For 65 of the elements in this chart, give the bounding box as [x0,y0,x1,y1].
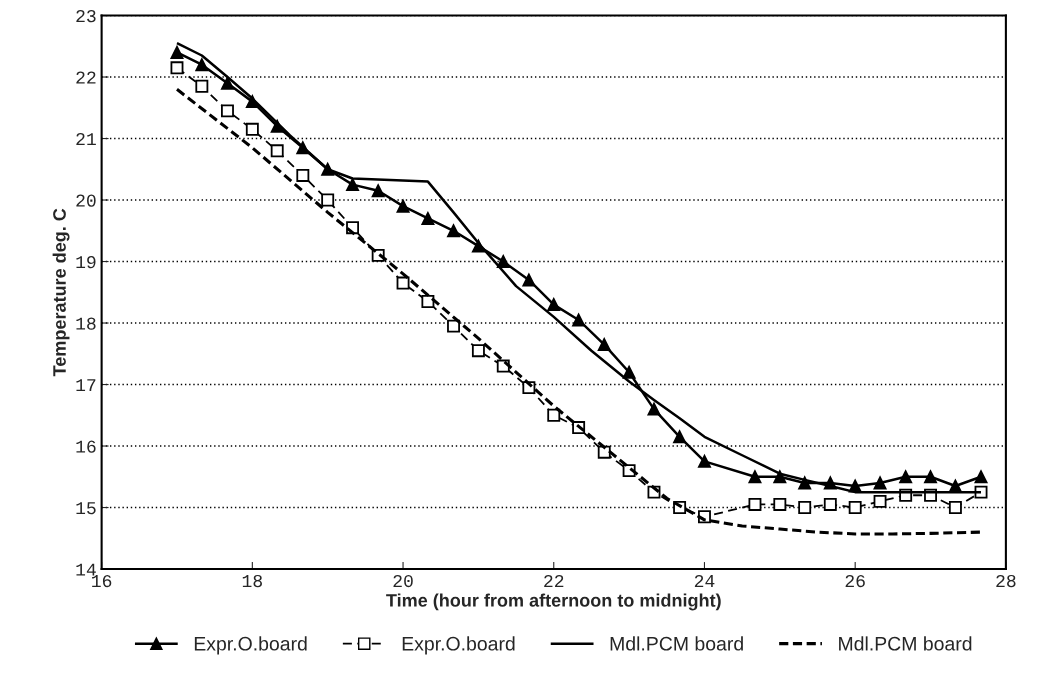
point [396,276,410,290]
point [346,178,360,192]
point [873,494,887,508]
x-tick-label: 26 [845,574,865,588]
y-tick-label: 14 [76,563,96,576]
y-axis-title: Temperature deg. C [52,208,70,377]
point [597,445,611,459]
y-tick-label: 17 [76,379,96,392]
legend-label: Mdl.PCM board [610,636,743,651]
point [396,199,410,213]
x-tick-label: 20 [393,574,413,588]
point [899,470,913,484]
legend-label: Expr.O.board [194,636,307,655]
legend-label: Expr.O.board [402,636,515,655]
point [270,144,284,158]
x-tick-label: 24 [694,574,715,587]
point [321,193,335,207]
point [245,122,259,136]
y-tick-label: 21 [76,132,96,146]
point [170,61,184,75]
point [221,104,234,118]
y-tick-label: 20 [76,194,96,207]
y-tick-label: 16 [76,440,96,453]
point [421,212,435,225]
point [447,319,460,333]
y-tick-label: 22 [76,71,96,84]
point [848,501,862,514]
point [572,313,586,327]
point [948,501,962,514]
point [221,76,234,90]
y-tick-label: 19 [76,255,96,269]
point [421,295,435,308]
x-tick-label: 18 [242,574,262,588]
point [195,79,209,93]
point [673,430,687,444]
x-axis-title: Time (hour from afternoon to midnight) [386,593,721,611]
point [873,476,887,490]
legend-label: Mdl.PCM board [839,636,972,651]
point [622,365,636,379]
point [471,344,485,358]
y-tick-label: 23 [76,9,96,23]
point [748,470,762,484]
point [798,501,812,514]
point [496,255,510,268]
point [447,224,460,238]
x-tick-label: 22 [544,574,564,587]
point [170,45,184,59]
point [547,408,561,422]
point [296,168,310,182]
point [597,338,611,352]
point [924,470,937,484]
point [195,58,209,72]
point [698,454,711,468]
x-tick-label: 16 [92,574,112,588]
point [823,497,837,511]
point [974,470,988,484]
point [647,402,661,416]
point [371,184,385,198]
point [522,273,536,287]
y-tick-label: 15 [76,502,96,515]
x-tick-label: 28 [996,574,1016,588]
point [547,298,561,312]
y-tick-label: 18 [76,317,96,330]
point [748,497,762,511]
point [773,497,787,511]
